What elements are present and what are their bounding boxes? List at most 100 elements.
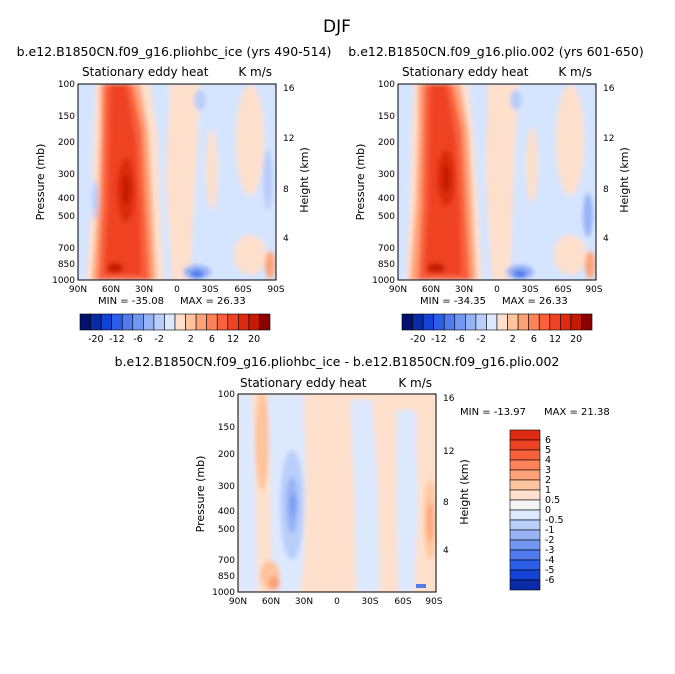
cb1-swatch (90, 313, 102, 331)
cb1-swatch (227, 313, 239, 331)
panel-3-y-axis: 100 150 200 300 400 500 700 850 1000 Pre… (194, 390, 235, 598)
panel-3-y-tick: 1000 (212, 588, 235, 598)
panel-2-x-tick: 0 (494, 285, 500, 295)
panel-3-y2label: Height (km) (458, 459, 471, 525)
panel-3-polar-low (416, 584, 426, 588)
panel-1-y-tick: 200 (58, 138, 75, 148)
panel-2-y2-tick: 8 (603, 185, 609, 195)
cb2-label: 2 (510, 334, 516, 345)
cb2-swatch (443, 313, 456, 331)
panel-2-y-tick: 400 (378, 194, 395, 204)
panel-1-y2-tick: 8 (283, 185, 289, 195)
cb3-label: 3 (545, 465, 551, 476)
cb3-swatch (509, 479, 541, 491)
panel-1-y2-tick: 12 (283, 134, 294, 144)
panel-1-y2label: Height (km) (298, 147, 311, 213)
cb3-swatch (509, 439, 541, 451)
cb1-label: 12 (227, 334, 239, 345)
panel-1-min-label: MIN = -35.08 (98, 296, 164, 307)
panel-1-colorbar: -20 -12 -6 -2 2 6 12 20 (79, 313, 271, 345)
panel-3-x-axis: 90N 60N 30N 0 30S 60S 90S (229, 597, 443, 607)
cb2-swatch (496, 313, 508, 331)
cb3-swatch (509, 539, 541, 551)
cb1-swatch (259, 313, 271, 331)
cb3-label: -6 (545, 575, 554, 586)
panel-2-y-tick: 150 (378, 112, 395, 122)
panel-1-ylabel: Pressure (mb) (34, 144, 47, 221)
panel-1-y2-axis: 16 12 8 4 Height (km) (283, 84, 311, 244)
cb2-swatch (517, 313, 529, 331)
cb3-swatch (509, 529, 541, 541)
panel-2-y2-tick: 16 (603, 84, 615, 94)
cb2-label: -12 (431, 334, 447, 345)
panel-2-y-tick: 300 (378, 170, 395, 180)
panel-2-x-tick: 30N (455, 285, 473, 295)
panel-2-y-axis: 100 150 200 300 400 500 700 850 1000 Pre… (354, 80, 395, 286)
panel-2-contours (406, 84, 595, 280)
cb3-swatch (509, 569, 541, 581)
panel-1-units: K m/s (238, 65, 272, 79)
cb1-swatch (185, 313, 197, 331)
cb1-swatch (195, 313, 207, 331)
cb1-swatch (79, 313, 91, 331)
panel-2-title: b.e12.B1850CN.f09_g16.plio.002 (yrs 601-… (348, 44, 643, 59)
panel-1-y-tick: 100 (58, 80, 75, 90)
panel-1-y2-tick: 4 (283, 234, 289, 244)
cb3-label: 5 (545, 445, 551, 456)
cb1-label: 2 (188, 334, 194, 345)
cb2-swatch (538, 313, 551, 331)
panel-2-y-tick: 1000 (372, 276, 395, 286)
cb2-swatch (581, 313, 593, 331)
panel-3-y2-tick: 16 (443, 394, 455, 404)
panel-1-y-tick: 500 (58, 212, 75, 222)
panel-2-left-label: Stationary eddy heat (402, 65, 529, 79)
cb3-label: -1 (545, 525, 554, 536)
panel-2-x-tick: 90N (389, 285, 407, 295)
cb1-swatch (143, 313, 155, 331)
panel-3: b.e12.B1850CN.f09_g16.pliohbc_ice - b.e1… (115, 354, 610, 607)
cb1-label: 6 (209, 334, 215, 345)
panel-3-y-tick: 700 (218, 556, 235, 566)
cb3-swatch (509, 489, 541, 501)
panel-1-y-tick: 700 (58, 244, 75, 254)
figure-title: DJF (323, 17, 351, 37)
cb2-swatch (465, 313, 477, 331)
panel-3-x-tick: 30N (295, 597, 313, 607)
panel-3-plot-area (238, 394, 436, 592)
cb1-label: -20 (88, 334, 104, 345)
cb2-swatch (528, 313, 540, 331)
cb2-swatch (486, 313, 498, 331)
cb3-label: -4 (545, 555, 554, 566)
panel-3-y2-tick: 12 (443, 447, 454, 457)
cb2-swatch (507, 313, 519, 331)
cb1-label: -12 (109, 334, 125, 345)
panel-3-y2-axis: 16 12 8 4 Height (km) (443, 394, 471, 556)
cb1-swatch (164, 313, 176, 331)
panel-3-x-tick: 0 (334, 597, 340, 607)
panel-3-frame (237, 393, 437, 593)
panel-3-left-label: Stationary eddy heat (240, 376, 367, 390)
panel-1-y-tick: 400 (58, 194, 75, 204)
cb1-label: 20 (248, 334, 260, 345)
cb2-label: -6 (455, 334, 464, 345)
panel-1-contours (86, 84, 275, 280)
panel-2-y2label: Height (km) (618, 147, 631, 213)
cb1-swatch (121, 313, 134, 331)
panel-3-y-tick: 150 (218, 423, 235, 433)
panel-2-y-tick: 500 (378, 212, 395, 222)
panel-3-y2-tick: 8 (443, 498, 449, 508)
panel-1-y-tick: 300 (58, 170, 75, 180)
cb2-label: 12 (549, 334, 561, 345)
panel-2: b.e12.B1850CN.f09_g16.plio.002 (yrs 601-… (348, 44, 643, 345)
panel-1-x-tick: 60S (234, 285, 251, 295)
panel-3-y-tick: 200 (218, 450, 235, 460)
panel-2-max-label: MAX = 26.33 (502, 296, 568, 307)
panel-1-y2-tick: 16 (283, 84, 295, 94)
cb1-swatch (100, 313, 112, 331)
cb3-swatch (509, 429, 541, 441)
cb3-label: 0 (545, 505, 551, 516)
panel-3-contours (238, 394, 436, 592)
panel-3-x-tick: 30S (361, 597, 378, 607)
cb2-label: 20 (570, 334, 582, 345)
